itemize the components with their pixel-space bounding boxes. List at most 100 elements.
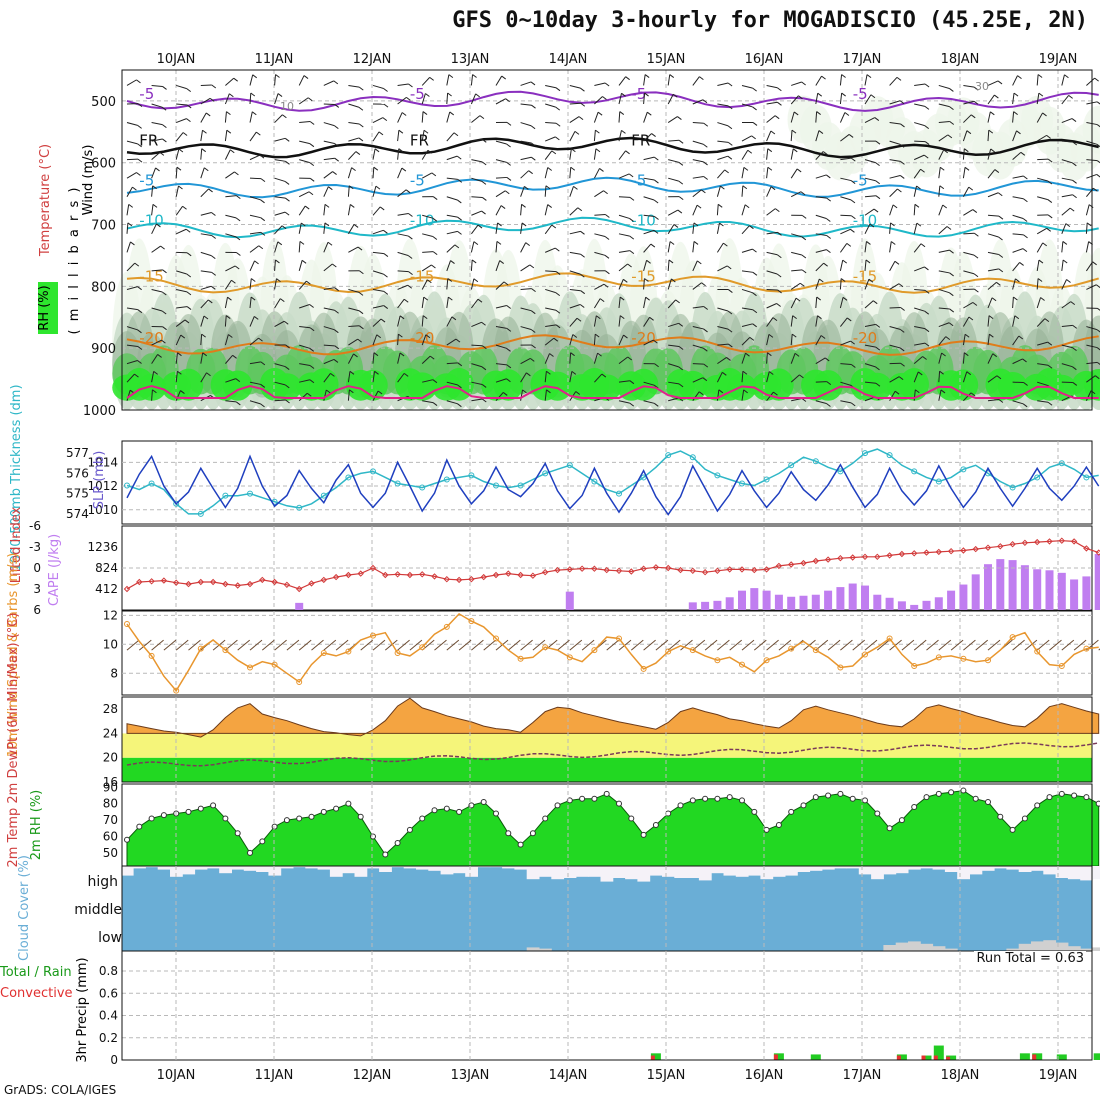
rh-blob (1047, 374, 1077, 401)
wind-barb (766, 270, 778, 275)
thickness-line-marker (935, 478, 942, 485)
thickness-tick: 577 (66, 446, 89, 460)
wind-barb (840, 381, 852, 386)
wind-barb (323, 80, 335, 86)
wind-barb (766, 167, 769, 179)
wind-barb (839, 112, 846, 123)
wind-barb (790, 334, 793, 346)
wind-barb (593, 130, 596, 142)
wind-barb-flag (226, 129, 232, 134)
wind-barb (569, 102, 581, 105)
wind-barb (1012, 151, 1022, 161)
wind-barb-flag (504, 190, 510, 195)
wind-barb-flag (358, 86, 364, 91)
wind-barb (717, 82, 729, 86)
wind-barb-flag (571, 148, 576, 153)
wind-barb (274, 74, 277, 86)
thickness-line-marker (788, 462, 795, 469)
lifted-index-marker (455, 576, 463, 584)
wind-barb (126, 140, 138, 145)
cloud-high-bar (932, 866, 946, 870)
wind-barb-flag (432, 402, 438, 406)
wind-barb-flag (284, 366, 290, 370)
wind-barb-flag (818, 130, 824, 134)
wind-barb-flag (225, 315, 231, 319)
wind-barb (938, 103, 950, 108)
wind-barb (1012, 214, 1024, 219)
wind-barb-flag (794, 352, 800, 357)
wind10m-barb (532, 639, 546, 651)
wind-barb-flag (801, 214, 807, 219)
wind-barb (126, 326, 138, 331)
wind-barb-flag (890, 241, 896, 245)
wind10m-barb (1012, 639, 1025, 651)
wind-barb-flag (916, 185, 921, 190)
rh-marker (788, 808, 795, 815)
wind-barb (667, 116, 678, 123)
cloud-high-bar (637, 866, 651, 882)
wind-barb-flag (996, 375, 1002, 380)
wind-barb-flag (924, 310, 930, 315)
cape-bar (799, 595, 808, 610)
date-label-bottom: 10JAN (157, 1068, 196, 1083)
wind-barb (938, 167, 941, 179)
wind-barb (618, 315, 621, 327)
wind-barb-flag (152, 203, 158, 208)
cape-bar (688, 602, 697, 610)
wind-barb (815, 357, 826, 365)
ylabel-rh: RH (%) (37, 285, 52, 330)
wind-barb (372, 352, 375, 364)
wind-barb-flag (1064, 74, 1069, 79)
rh-marker (997, 813, 1004, 820)
rh-marker (480, 799, 487, 806)
wind-barb-flag (841, 92, 846, 97)
wind-barb (938, 322, 950, 328)
wind-barb (175, 319, 186, 327)
wind-barb (200, 188, 209, 198)
lifted-index-marker (960, 547, 967, 554)
wind-barb (741, 307, 753, 311)
isotherm-label: -5 (631, 171, 646, 189)
wind-barb (717, 103, 729, 107)
cape-tick: 824 (95, 561, 118, 575)
wind-barb-flag (357, 246, 363, 251)
wind-barb-flag (924, 266, 929, 271)
wind-barb-flag (1096, 143, 1100, 148)
wind-barb-flag (619, 111, 625, 115)
wind-barb (470, 93, 477, 105)
wind-barb-flag (629, 218, 634, 222)
isotherm-line (126, 176, 1099, 199)
cape-bar (762, 590, 771, 610)
wind-tick: 10 (103, 637, 118, 651)
wind-barb-flag (1097, 307, 1100, 311)
wind-barb-flag (1094, 77, 1099, 82)
wind-barb (274, 241, 279, 253)
cape-bar (295, 602, 304, 610)
cloud-low-bar (920, 943, 934, 951)
wind-barb-flag (186, 306, 192, 310)
wind-barb-flag (349, 204, 355, 208)
wind-barb (151, 223, 157, 235)
wind-barb-flag (801, 236, 807, 241)
wind-barb (963, 232, 975, 235)
wind-barb (938, 204, 944, 216)
wind-barb (668, 397, 679, 402)
wind-barb-flag (973, 100, 979, 105)
wind10m-barb (151, 639, 164, 651)
wind-barb-flag (826, 197, 832, 202)
wind-barb (323, 263, 333, 272)
wind-barb (274, 320, 285, 327)
wind-barb (963, 100, 975, 105)
wind-barb (1061, 279, 1067, 290)
wind10m-barb (741, 639, 755, 651)
rh-marker (247, 849, 253, 856)
wind-barb (593, 315, 597, 327)
wind-barb (151, 152, 161, 161)
rh-marker (1021, 815, 1028, 822)
wind-barb (815, 335, 822, 346)
wind-barb-flag (521, 203, 526, 208)
wind-barb-flag (506, 177, 512, 181)
wind-barb-flag (801, 398, 807, 402)
wind-barb-flag (770, 186, 776, 191)
wind-barb (323, 186, 329, 197)
